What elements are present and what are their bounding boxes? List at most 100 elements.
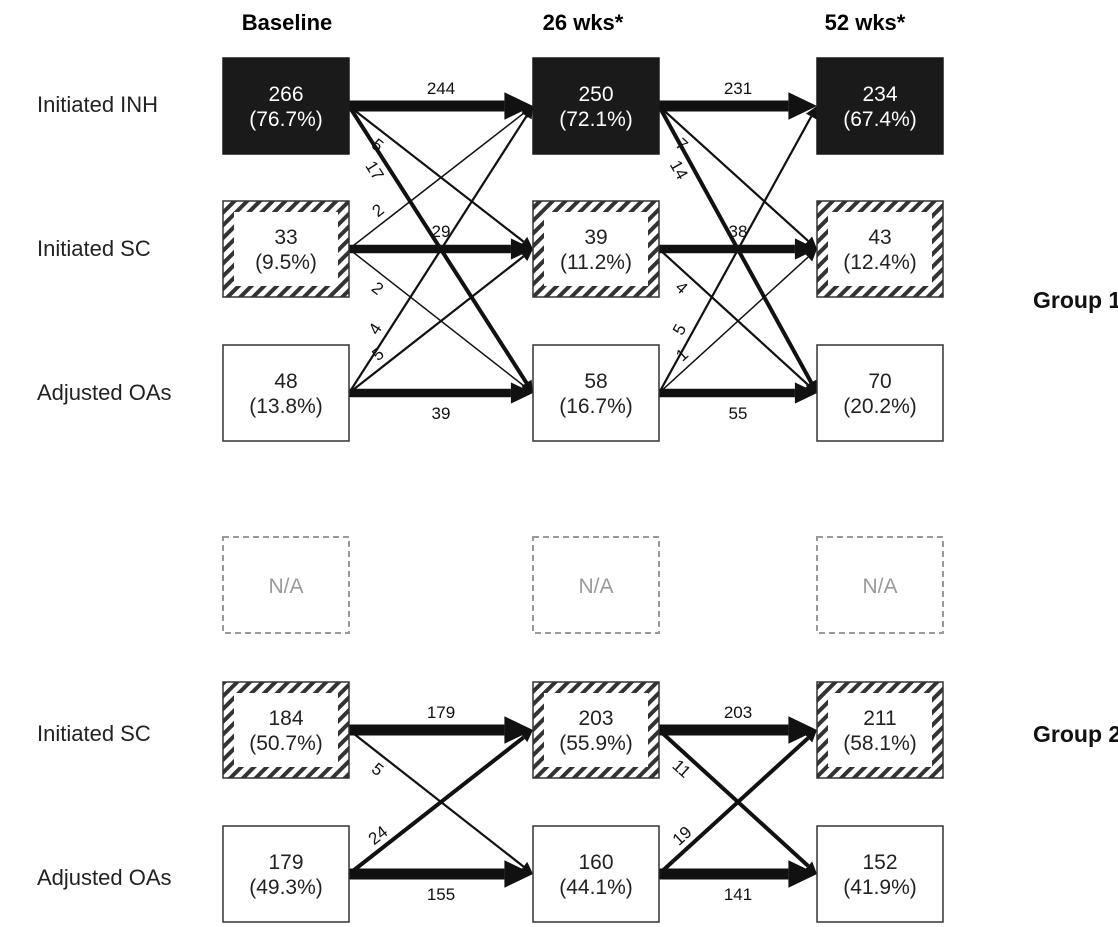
- state-box-frame: [816, 57, 944, 155]
- group-label-1: Group 1: [1033, 287, 1118, 313]
- state-percent: (72.1%): [559, 108, 633, 131]
- flow-arrow: 29: [349, 222, 533, 260]
- flow-arrow-line: [657, 736, 810, 876]
- state-box: 179(49.3%): [222, 825, 350, 923]
- flow-arrow: 155: [349, 860, 533, 904]
- state-count: 39: [584, 226, 607, 249]
- flow-arrow-line: [348, 729, 525, 868]
- column-header-26-weeks: 26 wks*: [543, 10, 624, 35]
- flow-arrow-head: [519, 730, 533, 743]
- state-box: 43(12.4%): [816, 200, 944, 298]
- flow-arrow-line: [348, 255, 525, 394]
- state-percent: (13.8%): [249, 395, 323, 418]
- flow-arrow-line: [348, 115, 528, 394]
- state-box: 266(76.7%): [222, 57, 350, 155]
- flow-arrow: 141: [659, 860, 817, 904]
- na-placeholder-frame: [816, 536, 944, 634]
- flow-label: 55: [729, 404, 748, 423]
- row-label-adjusted-oas: Adjusted OAs: [37, 380, 172, 405]
- flow-label: 5: [368, 759, 387, 780]
- na-placeholder-label: N/A: [268, 575, 303, 598]
- state-count: 48: [274, 370, 297, 393]
- flow-arrow-line: [348, 112, 524, 250]
- flow-label: 5: [369, 344, 388, 365]
- flow-arrow-line: [348, 248, 525, 387]
- flow-arrow-head: [510, 382, 533, 404]
- flow-arrow-line: [657, 728, 810, 868]
- row-label-adjusted-oas-group-2: Adjusted OAs: [37, 865, 172, 890]
- flow-arrow-head: [794, 382, 817, 404]
- flow-label: 39: [432, 404, 451, 423]
- group-1-flows: 244517229245392317143845155: [347, 79, 817, 423]
- column-headers: Baseline 26 wks* 52 wks*: [242, 10, 906, 35]
- state-box: 39(11.2%): [532, 200, 660, 298]
- state-count: 33: [274, 226, 297, 249]
- column-header-52-weeks: 52 wks*: [825, 10, 906, 35]
- group-2-placeholder-row: N/A N/A N/A: [222, 536, 944, 634]
- na-placeholder-box: N/A: [816, 536, 944, 634]
- flow-label: 244: [427, 79, 455, 98]
- state-count: 203: [578, 707, 613, 730]
- flow-arrow-head: [788, 92, 817, 120]
- flow-arrow-line: [658, 115, 813, 394]
- state-box-frame: [816, 344, 944, 442]
- group-1: Initiated INH Initiated SC Adjusted OAs …: [37, 57, 1118, 442]
- flow-arrow-line: [658, 248, 809, 386]
- state-box: 234(67.4%): [816, 57, 944, 155]
- state-percent: (41.9%): [843, 876, 917, 899]
- group-label-2: Group 2: [1033, 721, 1118, 747]
- row-label-initiated-sc-group-2: Initiated SC: [37, 721, 151, 746]
- flow-arrow: 179: [349, 703, 533, 744]
- flow-arrow-head: [805, 106, 817, 120]
- flow-arrow-head: [794, 238, 817, 260]
- state-percent: (49.3%): [249, 876, 323, 899]
- flow-label: 4: [365, 320, 386, 338]
- state-percent: (44.1%): [559, 876, 633, 899]
- state-count: 160: [578, 851, 613, 874]
- flow-label: 141: [724, 885, 752, 904]
- state-count: 211: [863, 707, 896, 730]
- state-box-frame: [532, 825, 660, 923]
- state-box-inner: [544, 693, 648, 767]
- flow-arrow-head: [804, 730, 817, 743]
- state-box-inner: [234, 693, 338, 767]
- flow-label: 2: [369, 200, 388, 221]
- flow-arrow: 231: [659, 79, 817, 120]
- state-percent: (76.7%): [249, 108, 323, 131]
- state-box-frame: [222, 57, 350, 155]
- state-box-inner: [234, 212, 338, 286]
- flow-arrow-line: [657, 105, 813, 384]
- state-percent: (50.7%): [249, 732, 323, 755]
- group-2: N/A N/A N/A Initiated SC Adjusted OAs Grou…: [37, 536, 1118, 923]
- state-box-frame: [816, 825, 944, 923]
- flow-label: 38: [729, 222, 748, 241]
- flow-arrow-head: [788, 860, 817, 888]
- na-placeholder-label: N/A: [578, 575, 613, 598]
- group-2-boxes: 184(50.7%)203(55.9%)211(58.1%)179(49.3%)…: [222, 681, 944, 923]
- flow-arrow-line: [348, 105, 525, 243]
- state-percent: (16.7%): [559, 395, 633, 418]
- flow-label: 203: [724, 703, 752, 722]
- flow-arrow-head: [504, 92, 533, 120]
- state-box: 70(20.2%): [816, 344, 944, 442]
- state-box: 250(72.1%): [532, 57, 660, 155]
- flow-label: 2: [368, 278, 387, 299]
- na-placeholder-frame: [222, 536, 350, 634]
- state-percent: (20.2%): [843, 395, 917, 418]
- flow-arrow-head: [521, 106, 533, 120]
- state-percent: (58.1%): [843, 732, 917, 755]
- flow-arrow-head: [804, 249, 817, 262]
- state-count: 184: [268, 707, 303, 730]
- state-box: 211(58.1%): [816, 681, 944, 779]
- na-placeholder-frame: [532, 536, 660, 634]
- column-header-baseline: Baseline: [242, 10, 333, 35]
- group-1-boxes: 266(76.7%) 250(72.1%) 234(67.4%) 33(9.5%) 39…: [222, 57, 944, 442]
- state-box-frame: [532, 344, 660, 442]
- state-count: 70: [868, 370, 891, 393]
- state-count: 152: [862, 851, 897, 874]
- row-label-initiated-inh: Initiated INH: [37, 92, 158, 117]
- state-count: 234: [862, 83, 897, 106]
- state-count: 43: [868, 226, 891, 249]
